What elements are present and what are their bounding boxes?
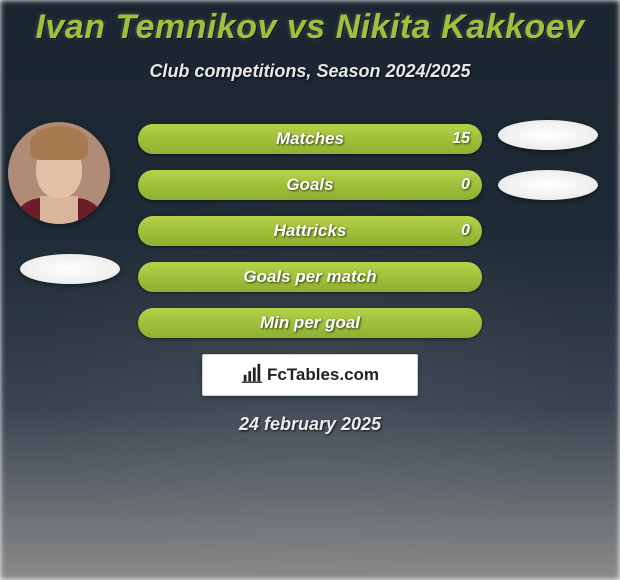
stat-row-hattricks: Hattricks 0 (138, 216, 482, 246)
comparison-card: Ivan Temnikov vs Nikita Kakkoev Club com… (0, 0, 620, 435)
stat-rows: Matches 15 Goals 0 Hattricks 0 Goals per… (138, 124, 482, 338)
player2-badge-top (498, 120, 598, 150)
page-subtitle: Club competitions, Season 2024/2025 (0, 61, 620, 82)
stat-value-left: 15 (452, 124, 470, 154)
stat-value-left: 0 (461, 216, 470, 246)
player1-badge (20, 254, 120, 284)
stat-row-goals: Goals 0 (138, 170, 482, 200)
stat-label: Matches (138, 124, 482, 154)
stats-area: Matches 15 Goals 0 Hattricks 0 Goals per… (0, 124, 620, 435)
stat-row-min-per-goal: Min per goal (138, 308, 482, 338)
stat-label: Goals (138, 170, 482, 200)
stat-label: Hattricks (138, 216, 482, 246)
watermark-label: FcTables.com (267, 365, 379, 385)
chart-bars-icon (241, 362, 263, 389)
watermark-box: FcTables.com (202, 354, 418, 396)
player1-avatar (8, 122, 110, 224)
stat-value-left: 0 (461, 170, 470, 200)
stat-label: Min per goal (138, 308, 482, 338)
player2-badge-bottom (498, 170, 598, 200)
footer-date: 24 february 2025 (0, 414, 620, 435)
stat-label: Goals per match (138, 262, 482, 292)
stat-row-goals-per-match: Goals per match (138, 262, 482, 292)
stat-row-matches: Matches 15 (138, 124, 482, 154)
page-title: Ivan Temnikov vs Nikita Kakkoev (0, 8, 620, 47)
